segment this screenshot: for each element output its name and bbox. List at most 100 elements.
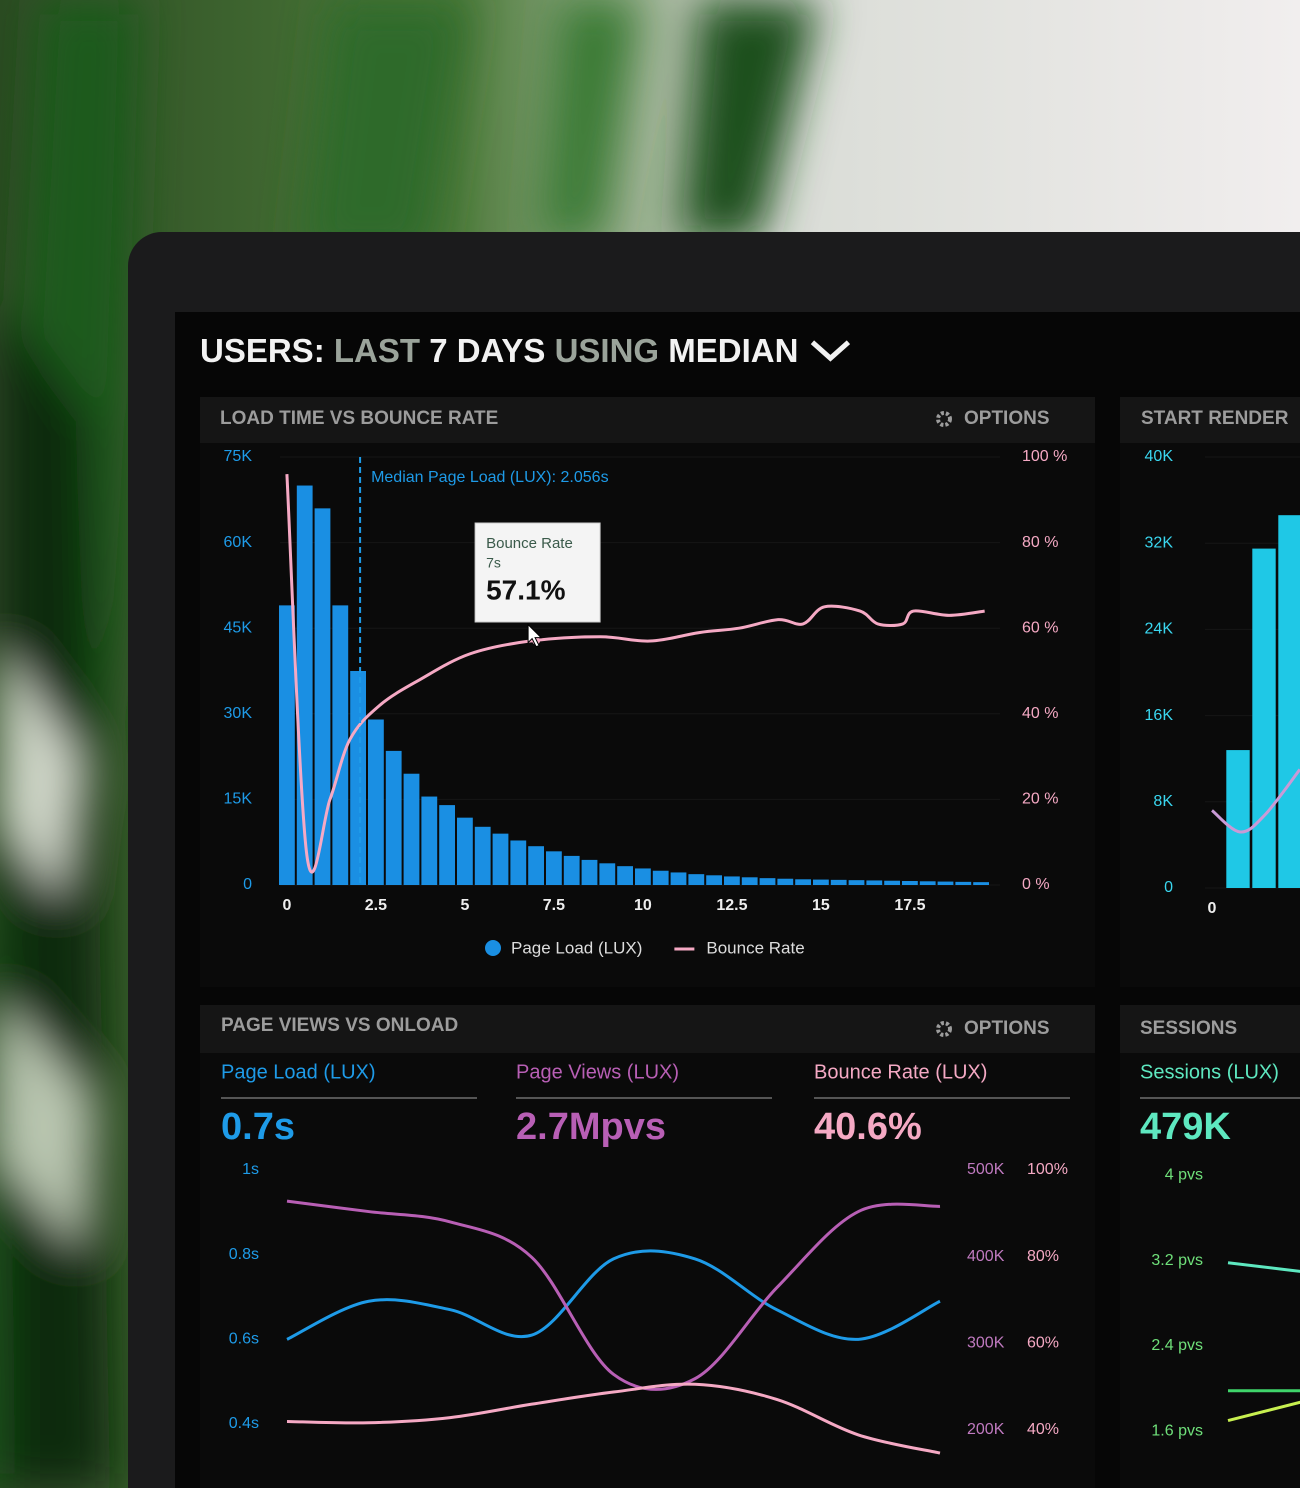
- x-tick-label: 0: [1208, 900, 1217, 917]
- gear-icon: [936, 1021, 952, 1037]
- y-tick-label: 32K: [1145, 534, 1174, 551]
- title-part: LAST: [334, 332, 420, 369]
- y2-tick-label: 300K: [967, 1334, 1005, 1351]
- median-label: Median Page Load (LUX): 2.056s: [371, 469, 608, 486]
- options-button[interactable]: OPTIONS: [964, 1018, 1050, 1039]
- y2-tick-label: 40 %: [1022, 705, 1058, 722]
- panel-title: START RENDER: [1141, 408, 1289, 429]
- histogram-bar: [919, 881, 936, 885]
- histogram-bar: [652, 870, 669, 885]
- y-tick-label: 3.2 pvs: [1151, 1252, 1203, 1269]
- y2-tick-label: 60 %: [1022, 619, 1058, 636]
- panel-header: [1120, 397, 1300, 443]
- y3-tick-label: 80%: [1027, 1248, 1059, 1265]
- histogram-bar: [955, 881, 972, 885]
- y2-tick-label: 200K: [967, 1421, 1005, 1438]
- histogram-bar: [635, 868, 651, 885]
- gear-icon: [936, 411, 952, 427]
- histogram-bar: [492, 833, 509, 885]
- histogram-bar: [937, 881, 954, 885]
- bar: [1226, 750, 1250, 888]
- y-tick-label: 60K: [224, 534, 253, 551]
- y-tick-label: 40K: [1145, 448, 1174, 465]
- histogram-bar: [617, 866, 633, 885]
- y-tick-label: 15K: [224, 791, 253, 808]
- bar: [1252, 548, 1276, 888]
- histogram-bar: [741, 877, 758, 885]
- histogram-bar: [528, 846, 544, 885]
- series-line: [1227, 1261, 1300, 1273]
- y3-tick-label: 60%: [1027, 1334, 1059, 1351]
- series-line: [1227, 1400, 1300, 1423]
- y2-tick-label: 100 %: [1022, 448, 1067, 465]
- tooltip-value: 57.1%: [486, 574, 565, 605]
- histogram-bar: [474, 826, 491, 885]
- histogram-bar: [724, 876, 740, 885]
- histogram-bar: [670, 872, 687, 885]
- options-button[interactable]: OPTIONS: [964, 408, 1050, 429]
- y-tick-label: 30K: [224, 705, 253, 722]
- title-part: 7 DAYS: [429, 332, 545, 369]
- panel-title: PAGE VIEWS VS ONLOAD: [221, 1015, 458, 1036]
- dashboard-title[interactable]: USERS: LAST 7 DAYS USING MEDIAN: [200, 332, 798, 369]
- histogram-bar: [866, 880, 883, 885]
- histogram-bar: [706, 875, 722, 885]
- plant: [0, 0, 820, 1488]
- tooltip-box: [474, 522, 601, 623]
- y-tick-label: 1s: [242, 1161, 259, 1178]
- title-part: USERS:: [200, 332, 325, 369]
- charts: LOAD TIME VS BOUNCE RATE OPTIONS 0 15K 30K 45…: [220, 408, 1300, 1455]
- histogram-bar: [332, 605, 349, 885]
- panel: [200, 397, 1095, 987]
- y-tick-label: 4 pvs: [1165, 1167, 1203, 1184]
- stat-label: Page Views (LUX): [516, 1061, 679, 1083]
- y2-tick-label: 20 %: [1022, 791, 1058, 808]
- y-tick-label: 16K: [1145, 707, 1174, 724]
- tooltip-x: 7s: [486, 555, 501, 571]
- series-line: [286, 1382, 941, 1455]
- x-tick-label: 12.5: [716, 897, 747, 914]
- panel-header: [200, 397, 1095, 443]
- histogram-bar: [688, 874, 705, 885]
- y-tick-label: 0.4s: [229, 1415, 259, 1432]
- x-tick-label: 5: [460, 897, 469, 914]
- y-tick-label: 75K: [224, 448, 253, 465]
- title-part: USING: [555, 332, 660, 369]
- histogram-bar: [813, 879, 829, 885]
- title-part: MEDIAN: [668, 332, 798, 369]
- histogram-bar: [368, 719, 384, 885]
- y-tick-label: 1.6 pvs: [1151, 1422, 1203, 1439]
- dropdown-chevron[interactable]: [810, 340, 851, 362]
- legend-swatch: [485, 940, 501, 956]
- histogram-bar: [563, 855, 580, 885]
- histogram-bar: [546, 851, 562, 885]
- y-tick-label: 0.6s: [229, 1331, 259, 1348]
- histogram-bar: [777, 878, 794, 885]
- series-line: [286, 1249, 941, 1341]
- x-tick-label: 10: [634, 897, 652, 914]
- y2-tick-label: 500K: [967, 1161, 1005, 1178]
- y-tick-label: 24K: [1145, 621, 1174, 638]
- histogram-bar: [599, 863, 616, 885]
- legend-label: Page Load (LUX): [511, 938, 642, 957]
- bar: [1278, 515, 1300, 888]
- histogram-bar: [830, 879, 847, 885]
- x-tick-label: 17.5: [894, 897, 925, 914]
- stat-value: 0.7s: [221, 1106, 295, 1148]
- y2-tick-label: 400K: [967, 1248, 1005, 1265]
- y-tick-label: 0: [243, 876, 252, 893]
- y3-tick-label: 40%: [1027, 1421, 1059, 1438]
- histogram-bar: [759, 878, 776, 885]
- histogram-bar: [510, 840, 527, 885]
- x-tick-label: 7.5: [543, 897, 565, 914]
- histogram-bar: [884, 880, 900, 885]
- tooltip-title: Bounce Rate: [486, 535, 573, 552]
- histogram-bar: [279, 605, 295, 885]
- panel-header: [200, 1005, 1095, 1053]
- histogram-bar: [439, 805, 455, 885]
- panel: [1120, 1005, 1300, 1488]
- histogram-bar: [350, 671, 366, 885]
- panel-title: SESSIONS: [1140, 1018, 1237, 1039]
- series-line: [285, 474, 985, 874]
- y-tick-label: 0.8s: [229, 1246, 259, 1263]
